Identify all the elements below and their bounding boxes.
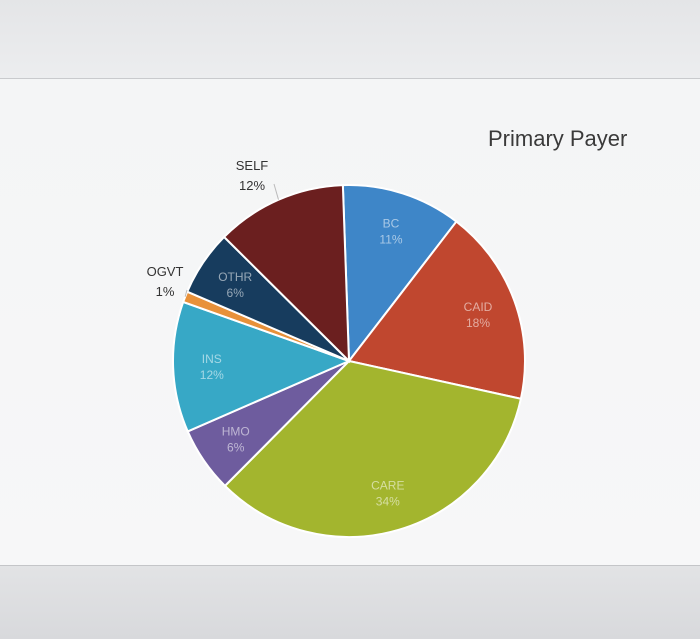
- slice-label-ogvt: OGVT: [147, 264, 184, 279]
- slice-percent-othr: 6%: [227, 286, 245, 300]
- slice-label-ins: INS: [202, 352, 222, 366]
- pie-labels: BC 11% CAID 18% CARE 34% HMO 6% INS 12% OGVT 1% OTHR…: [147, 158, 493, 509]
- sheet-divider-bottom: [0, 565, 700, 566]
- slice-percent-bc: 11%: [379, 232, 402, 246]
- chart-title: Primary Payer: [488, 126, 628, 151]
- pie-slices: [172, 184, 526, 538]
- slice-percent-caid: 18%: [466, 316, 490, 330]
- leader-line-ogvt: [184, 289, 188, 297]
- sheet-divider-top: [0, 78, 700, 79]
- slice-percent-ins: 12%: [200, 368, 224, 382]
- slice-percent-self: 12%: [239, 178, 265, 193]
- pie-slice-care[interactable]: [223, 359, 523, 538]
- slice-percent-care: 34%: [376, 495, 400, 509]
- slice-label-self: SELF: [236, 158, 269, 173]
- pie-slice-ins[interactable]: [172, 300, 352, 433]
- bottom-sheet-area: [0, 566, 700, 639]
- slice-label-care: CARE: [371, 479, 404, 493]
- pie-slice-caid[interactable]: [347, 220, 526, 400]
- slice-percent-ogvt: 1%: [156, 284, 175, 299]
- slice-label-bc: BC: [383, 216, 400, 230]
- pie-slice-self[interactable]: [222, 184, 351, 364]
- slice-label-hmo: HMO: [222, 425, 250, 439]
- leader-line-self: [273, 183, 279, 200]
- slice-label-othr: OTHR: [218, 270, 252, 284]
- top-toolbar-area: [0, 0, 700, 78]
- pie-slice-bc[interactable]: [341, 184, 458, 364]
- slice-percent-hmo: 6%: [227, 441, 245, 455]
- slice-label-caid: CAID: [464, 300, 493, 314]
